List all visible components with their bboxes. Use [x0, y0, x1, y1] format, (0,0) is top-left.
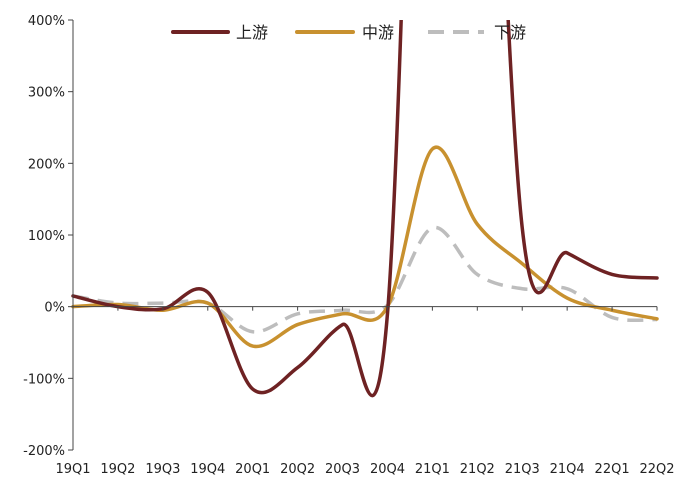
- series-line-2: [71, 145, 659, 349]
- legend: 上游 中游 下游: [171, 23, 526, 42]
- legend-label: 上游: [236, 23, 268, 42]
- x-tick-label: 21Q2: [460, 462, 495, 477]
- x-tick-label: 21Q3: [505, 462, 540, 477]
- plot-lines: [71, 20, 659, 398]
- x-tick-label: 20Q1: [235, 462, 270, 477]
- legend-label: 下游: [494, 23, 526, 42]
- y-tick-label: -200%: [23, 444, 65, 459]
- legend-label: 中游: [362, 23, 394, 42]
- x-tick-label: 20Q4: [370, 462, 405, 477]
- y-tick-label: 0%: [44, 301, 65, 316]
- y-tick-label: 400%: [28, 14, 65, 29]
- x-tick-label: 21Q4: [550, 462, 585, 477]
- y-tick-label: 200%: [28, 157, 65, 172]
- x-tick-label: 20Q3: [325, 462, 360, 477]
- x-tick-label: 20Q2: [280, 462, 315, 477]
- x-tick-label: 19Q4: [190, 462, 225, 477]
- series-line-3: [72, 225, 658, 334]
- y-tick-label: 100%: [28, 229, 65, 244]
- x-tick-label: 21Q1: [415, 462, 450, 477]
- series-line-1: [71, 20, 659, 398]
- x-tick-label: 19Q3: [145, 462, 180, 477]
- x-tick-label: 19Q1: [55, 462, 90, 477]
- x-tick-label: 19Q2: [100, 462, 135, 477]
- x-tick-label: 22Q2: [639, 462, 674, 477]
- x-tick-label: 22Q1: [595, 462, 630, 477]
- axes: -200% -100% 0% 100% 200% 300% 400% 19Q1 19Q2 19Q3…: [23, 14, 674, 477]
- y-tick-label: -100%: [23, 372, 65, 387]
- y-tick-label: 300%: [28, 86, 65, 101]
